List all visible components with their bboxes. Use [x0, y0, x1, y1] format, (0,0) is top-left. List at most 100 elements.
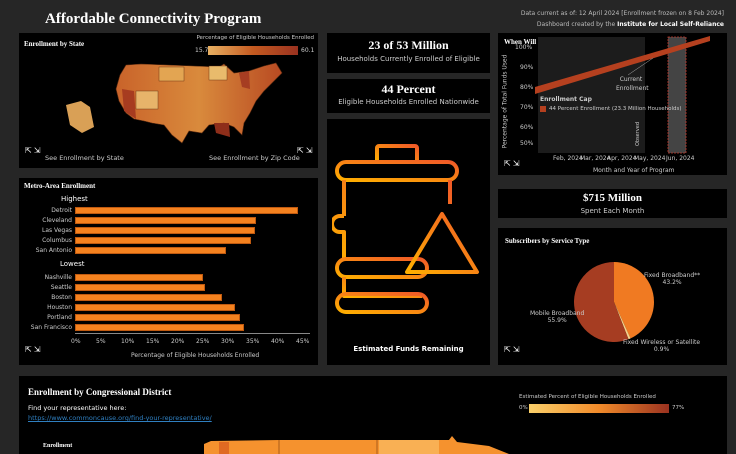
- y-tick: 70%: [520, 104, 534, 111]
- legend-min: 0%: [519, 405, 528, 411]
- percent-stat-card: 44 Percent Eligible Households Enrolled …: [327, 79, 490, 113]
- y-tick: 100%: [515, 44, 533, 51]
- slice-name: Mobile Broadband: [530, 310, 585, 317]
- legend-title: Estimated Percent of Eligible Households…: [519, 394, 656, 400]
- lowest-label: Lowest: [60, 260, 85, 268]
- city-label: Seattle: [50, 284, 72, 291]
- slice-pct: 43.2%: [662, 279, 682, 286]
- metro-bar[interactable]: [75, 274, 203, 281]
- highest-label: Highest: [61, 195, 88, 203]
- city-label: Detroit: [51, 207, 72, 214]
- city-label: Portland: [47, 314, 72, 321]
- panel-title: Enrollment by State: [24, 40, 85, 48]
- pie-label-mobile: Mobile Broadband 55.9%: [530, 310, 584, 324]
- y-tick: 60%: [520, 124, 534, 131]
- x-tick: 20%: [171, 338, 185, 345]
- find-rep-text: Find your representative here:: [28, 404, 127, 412]
- pie-label-wireless: Fixed Wireless or Satellite 0.9%: [623, 339, 700, 353]
- expand-icon[interactable]: ⇱⇲: [504, 345, 522, 354]
- x-tick: 45%: [296, 338, 310, 345]
- pie-slice[interactable]: [614, 302, 631, 340]
- metro-bar[interactable]: [75, 227, 255, 234]
- metro-bar[interactable]: [75, 324, 244, 331]
- stat-label: Spent Each Month: [580, 207, 645, 215]
- observed-label: Observed: [635, 121, 642, 147]
- service-type-panel: Subscribers by Service Type Fixed Broadb…: [498, 228, 727, 365]
- funds-remaining-panel: Estimated Funds Remaining: [327, 119, 490, 365]
- x-tick: Mar, 2024: [580, 155, 611, 162]
- panel-title: Metro-Area Enrollment: [24, 182, 96, 190]
- see-enrollment-by-state-link[interactable]: See Enrollment by State: [45, 154, 124, 162]
- legend-title: Percentage of Eligible Households Enroll…: [196, 35, 314, 41]
- city-label: Las Vegas: [42, 227, 72, 234]
- current-enrollment-annotation: Current Enrollment: [616, 76, 649, 92]
- pie-label-fixed: Fixed Broadband** 43.2%: [644, 272, 700, 286]
- expand-icon[interactable]: ⇱⇲: [297, 146, 315, 155]
- enrollment-cap-series: [535, 36, 710, 94]
- x-tick: 0%: [71, 338, 81, 345]
- see-enrollment-by-zip-link[interactable]: See Enrollment by Zip Code: [209, 154, 300, 162]
- metro-bar[interactable]: [75, 284, 205, 291]
- legend-title: Enrollment Cap: [540, 96, 592, 103]
- slice-name: Fixed Wireless or Satellite: [623, 339, 701, 346]
- x-tick: Jun, 2024: [666, 155, 695, 162]
- x-tick: Apr, 2024: [607, 155, 637, 162]
- legend-max: 77%: [672, 405, 685, 411]
- metro-bar[interactable]: [75, 237, 251, 244]
- credit-org: Institute for Local Self-Reliance: [617, 21, 724, 28]
- map-subtitle: Enrollment: [43, 443, 73, 449]
- expand-icon[interactable]: ⇱⇲: [504, 159, 522, 168]
- city-label: Columbus: [42, 237, 72, 244]
- stat-value: $715 Million: [583, 192, 642, 204]
- service-type-pie: [574, 262, 654, 342]
- city-label: Houston: [47, 304, 72, 311]
- state-map-panel: Enrollment by State Percentage of Eligib…: [19, 33, 318, 168]
- annotation-line: [627, 57, 654, 76]
- expand-icon[interactable]: ⇱⇲: [25, 146, 43, 155]
- legend-swatch: [540, 106, 546, 112]
- city-label: Boston: [51, 294, 72, 301]
- x-axis-label: Month and Year of Program: [593, 167, 675, 174]
- x-tick: 25%: [196, 338, 210, 345]
- x-axis: [75, 333, 310, 334]
- metro-bar[interactable]: [75, 247, 226, 254]
- metro-bar[interactable]: [75, 217, 256, 224]
- pie-slice[interactable]: [614, 262, 654, 339]
- data-current-note: Data current as of: 12 April 2024 [Enrol…: [520, 10, 724, 17]
- slice-name: Fixed Broadband**: [644, 272, 701, 279]
- stat-value: 44 Percent: [381, 82, 436, 96]
- x-tick: 35%: [246, 338, 260, 345]
- metro-bar[interactable]: [75, 314, 240, 321]
- district-map[interactable]: [199, 436, 529, 454]
- credit-prefix: Dashboard created by the: [536, 21, 618, 28]
- funds-exhausted-band: [667, 36, 687, 154]
- stat-label: Households Currently Enrolled of Eligibl…: [337, 55, 480, 63]
- district-panel: Enrollment by Congressional District Fin…: [19, 376, 727, 454]
- y-tick: 80%: [520, 84, 534, 91]
- panel-title: Enrollment by Congressional District: [28, 387, 172, 397]
- city-label: Nashville: [44, 274, 72, 281]
- funding-line-chart: [535, 36, 710, 154]
- fuel-barrel-warning-icon: [332, 144, 479, 314]
- stat-value: 23 of 53 Million: [368, 38, 449, 52]
- x-tick: 15%: [146, 338, 160, 345]
- x-tick: May, 2024: [634, 155, 666, 162]
- metro-bar[interactable]: [75, 304, 235, 311]
- metro-bar[interactable]: [75, 207, 298, 214]
- legend-min: 15.7: [195, 47, 209, 54]
- legend-max: 60.1: [301, 47, 315, 54]
- page-title: Affordable Connectivity Program: [45, 11, 262, 27]
- spend-stat-card: $715 Million Spent Each Month: [498, 189, 727, 218]
- find-rep-link[interactable]: https://www.commoncause.org/find-your-re…: [28, 414, 212, 422]
- x-tick: 5%: [96, 338, 106, 345]
- enrolled-stat-card: 23 of 53 Million Households Currently En…: [327, 33, 490, 73]
- x-tick: 30%: [221, 338, 235, 345]
- us-state-map[interactable]: [64, 61, 304, 151]
- observed-region: [538, 37, 645, 153]
- metro-bar[interactable]: [75, 294, 222, 301]
- metro-panel: Metro-Area Enrollment Highest Lowest Det…: [19, 178, 318, 365]
- x-axis-label: Percentage of Eligible Households Enroll…: [131, 352, 260, 359]
- pie-slice[interactable]: [574, 262, 629, 342]
- expand-icon[interactable]: ⇱⇲: [25, 345, 43, 354]
- legend-item[interactable]: 44 Percent Enrollment (23.3 Million Hous…: [549, 106, 682, 112]
